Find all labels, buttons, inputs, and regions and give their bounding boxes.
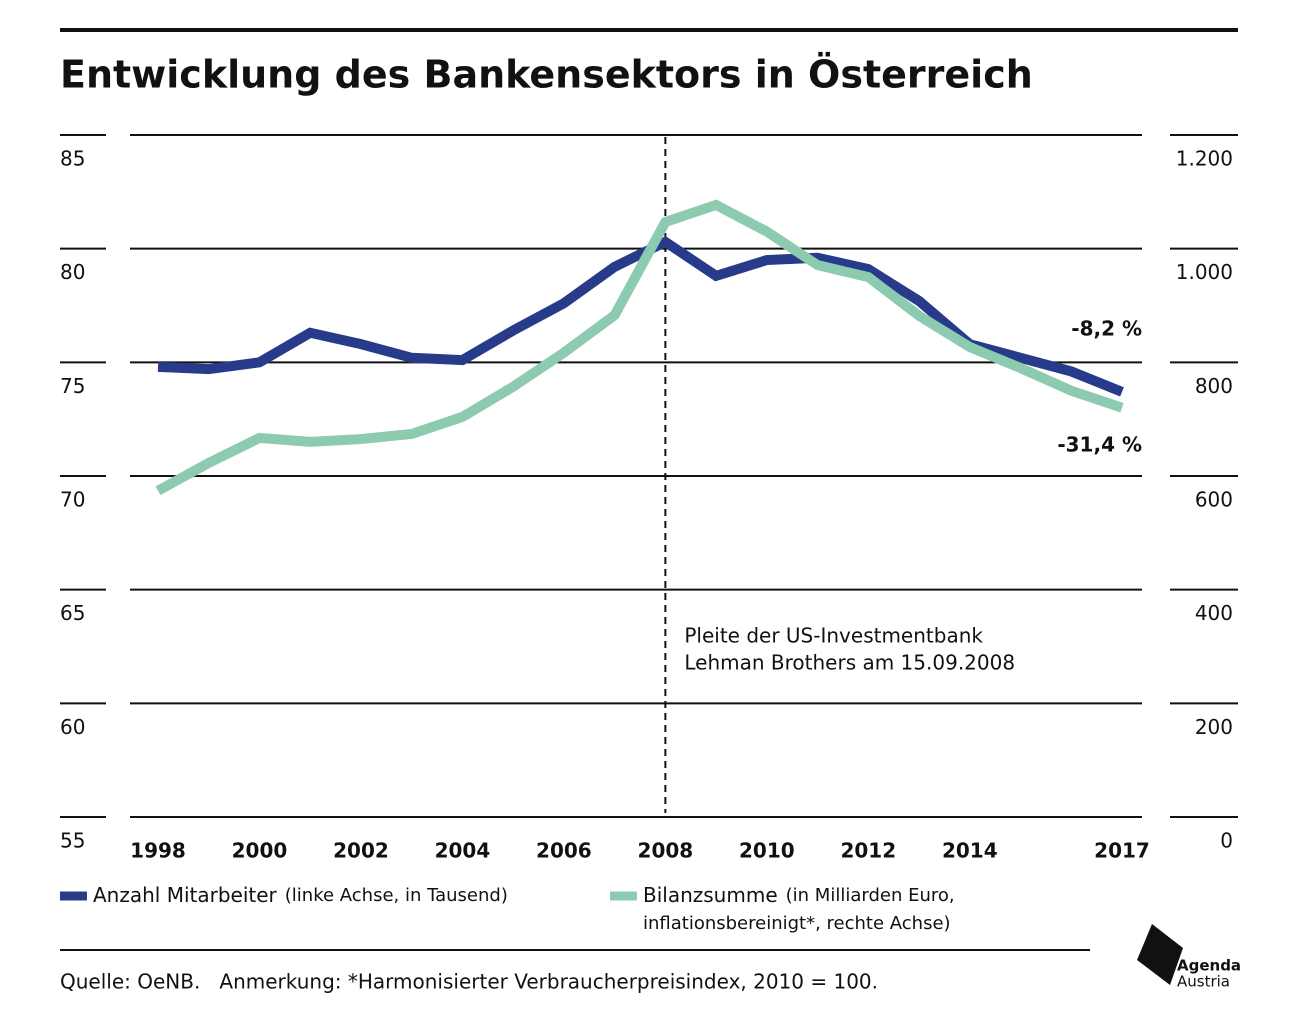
y2-tick-label: 1.000 (1176, 260, 1233, 284)
legend-note: inflationsbereinigt*, rechte Achse) (643, 913, 951, 934)
y-tick-label: 60 (60, 715, 85, 739)
y2-tick-label: 600 (1195, 488, 1233, 512)
legend-label: Anzahl Mitarbeiter (linke Achse, in Tause… (93, 883, 508, 907)
y-tick-label: 85 (60, 147, 85, 171)
source: Quelle: OeNB. Anmerkung: *Harmonisierter… (60, 970, 878, 994)
logo-text: Austria (1177, 973, 1230, 991)
x-tick-label: 2002 (333, 839, 389, 863)
legend-name: Bilanzsumme (643, 883, 778, 907)
series-line (155, 199, 1124, 496)
event-label: Pleite der US-Investmentbank (684, 624, 983, 648)
y2-tick-label: 1.200 (1176, 147, 1233, 171)
logo-icon (1137, 924, 1183, 985)
x-tick-label: 2004 (435, 839, 491, 863)
y2-tick-label: 400 (1195, 601, 1233, 625)
legend-name: Anzahl Mitarbeiter (93, 883, 278, 907)
x-tick-label: 1998 (130, 839, 186, 863)
x-tick-label: 2017 (1094, 839, 1150, 863)
event-label: Lehman Brothers am 15.09.2008 (684, 651, 1015, 675)
end-label: -8,2 % (1071, 316, 1142, 340)
x-tick-label: 2012 (840, 839, 896, 863)
logo-text: Agenda (1177, 957, 1241, 975)
y2-tick-label: 200 (1195, 715, 1233, 739)
x-tick-label: 2006 (536, 839, 592, 863)
y2-tick-label: 800 (1195, 374, 1233, 398)
legend-label: Bilanzsumme (in Milliarden Euro, (643, 883, 955, 907)
x-tick-label: 2008 (638, 839, 694, 863)
y-tick-label: 80 (60, 260, 85, 284)
end-label: -31,4 % (1057, 432, 1142, 456)
legend-note: (linke Achse, in Tausend) (285, 885, 508, 906)
y-tick-label: 70 (60, 488, 85, 512)
x-tick-label: 2000 (232, 839, 288, 863)
chart-title: Entwicklung des Bankensektors in Österre… (60, 53, 1033, 97)
y-tick-label: 75 (60, 374, 85, 398)
x-tick-label: 2010 (739, 839, 795, 863)
y2-tick-label: 0 (1220, 829, 1233, 853)
x-tick-label: 2014 (942, 839, 998, 863)
y-tick-label: 55 (60, 829, 85, 853)
y-tick-label: 65 (60, 601, 85, 625)
legend-note: (in Milliarden Euro, (786, 885, 955, 906)
